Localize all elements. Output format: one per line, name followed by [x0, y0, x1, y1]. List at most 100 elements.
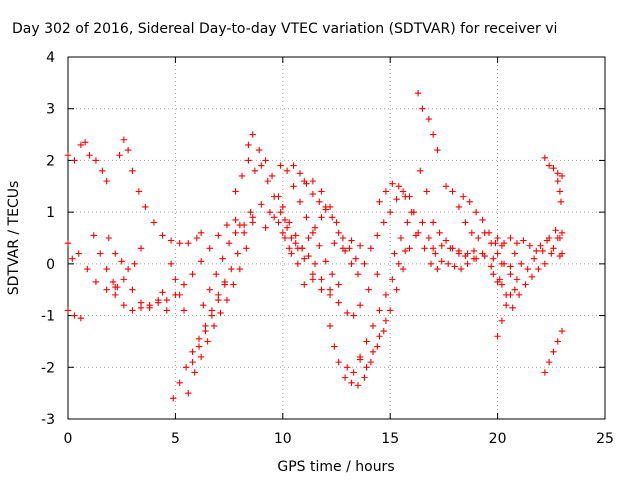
data-point [189, 358, 196, 366]
series-s9 [167, 260, 188, 314]
data-point [393, 196, 400, 203]
data-point [309, 177, 317, 185]
data-point [335, 229, 342, 237]
data-point [335, 299, 342, 306]
data-point [258, 162, 265, 169]
data-point [279, 229, 286, 237]
data-point [363, 364, 370, 371]
series-s11 [185, 219, 256, 397]
data-point [393, 286, 400, 293]
series-s8 [163, 201, 274, 314]
data-point [77, 141, 85, 149]
data-point [429, 131, 437, 138]
data-point [105, 234, 113, 242]
data-point [204, 338, 211, 345]
data-point [288, 250, 295, 257]
data-point [97, 250, 104, 257]
data-point [354, 271, 362, 278]
data-point [402, 193, 409, 200]
data-point [150, 219, 158, 226]
data-point [423, 188, 430, 195]
data-point [367, 358, 375, 366]
y-tick-label: 4 [46, 50, 55, 66]
series-s20 [275, 219, 381, 319]
data-point [498, 260, 506, 268]
data-point [552, 227, 559, 234]
y-tick-label: 1 [46, 205, 55, 221]
series-s22 [301, 276, 334, 299]
data-point [109, 278, 117, 286]
series-s39 [490, 271, 506, 288]
data-point [322, 258, 329, 265]
series-s34 [429, 242, 514, 270]
data-point [176, 291, 183, 299]
data-point [124, 146, 132, 154]
data-point [64, 307, 72, 314]
series-s23 [331, 237, 364, 252]
data-point [402, 247, 409, 255]
x-axis-label: GPS time / hours [277, 459, 394, 475]
series-s28 [376, 180, 441, 273]
data-point [120, 302, 128, 309]
data-point [309, 276, 317, 283]
data-point [103, 265, 110, 273]
data-point [215, 296, 222, 304]
data-point [498, 317, 506, 324]
data-point [438, 258, 445, 265]
data-point [361, 260, 368, 268]
data-point [301, 177, 308, 185]
data-point [558, 327, 566, 335]
data-point [155, 299, 162, 306]
data-point [217, 309, 224, 317]
data-point [202, 327, 209, 335]
x-tick-label: 20 [489, 431, 507, 447]
data-point [429, 245, 437, 252]
data-point [84, 265, 91, 273]
data-point [490, 255, 497, 262]
data-point [225, 239, 233, 247]
data-point [526, 242, 534, 249]
data-point [189, 271, 196, 278]
data-point [550, 348, 557, 355]
series-s1 [64, 139, 110, 185]
data-point [163, 307, 171, 314]
series-s13 [200, 221, 244, 309]
data-point [232, 216, 239, 224]
series-s37 [511, 237, 566, 273]
data-point [466, 198, 473, 205]
data-point [382, 188, 390, 195]
data-point [382, 291, 390, 299]
data-point [507, 234, 514, 242]
data-point [414, 229, 422, 237]
data-point [197, 258, 205, 265]
data-point [316, 242, 323, 249]
series-s12 [189, 281, 229, 366]
data-point [374, 232, 381, 239]
data-point [112, 291, 119, 299]
data-point [309, 229, 317, 237]
data-point [376, 198, 383, 205]
series-s38 [494, 227, 564, 255]
data-point [558, 229, 566, 237]
data-point [391, 250, 398, 257]
data-point [395, 260, 402, 268]
x-tick-label: 25 [596, 431, 614, 447]
series-s19 [301, 177, 360, 262]
data-point [406, 245, 413, 252]
data-point [367, 245, 375, 252]
data-point [266, 208, 274, 216]
data-point [329, 271, 336, 278]
data-point [376, 333, 383, 340]
data-point [380, 327, 387, 335]
data-point [301, 281, 308, 288]
data-point [556, 234, 564, 242]
data-point [232, 188, 239, 195]
data-point [374, 343, 381, 350]
data-point [262, 157, 269, 164]
data-point [268, 172, 276, 180]
data-point [509, 304, 516, 312]
data-point [309, 190, 317, 198]
data-point [71, 312, 78, 319]
data-point [326, 291, 334, 299]
data-point [64, 152, 72, 159]
